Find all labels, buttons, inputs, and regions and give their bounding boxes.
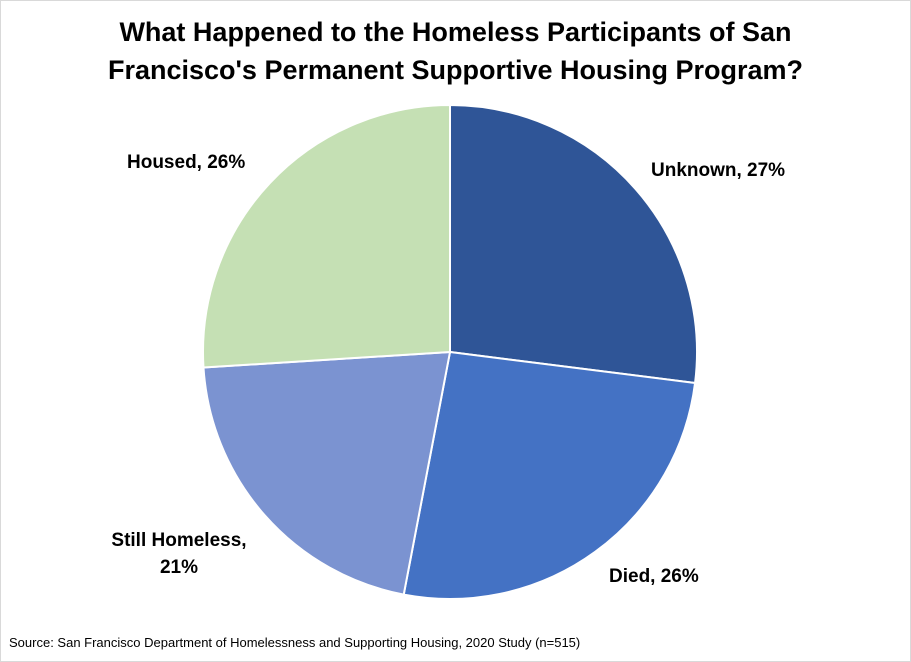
pie-slice-unknown	[449, 104, 698, 384]
pie-slice-still-homeless	[202, 351, 451, 596]
source-note: Source: San Francisco Department of Home…	[9, 635, 581, 650]
data-label-still-homeless-line-2: 21%	[159, 557, 199, 578]
chart-title: What Happened to the Homeless Participan…	[1, 13, 910, 89]
chart-title-line-1: What Happened to the Homeless Participan…	[119, 17, 792, 47]
data-label-died: Died, 26%	[609, 566, 699, 587]
pie-slice-died	[402, 351, 697, 600]
data-label-still-homeless: Still Homeless, 21%	[99, 527, 259, 581]
data-label-housed: Housed, 26%	[127, 152, 246, 173]
data-label-still-homeless-line-1: Still Homeless,	[111, 530, 247, 551]
chart-title-line-2: Francisco's Permanent Supportive Housing…	[107, 55, 804, 85]
pie-slice-housed	[202, 104, 451, 369]
data-label-unknown: Unknown, 27%	[651, 160, 786, 181]
